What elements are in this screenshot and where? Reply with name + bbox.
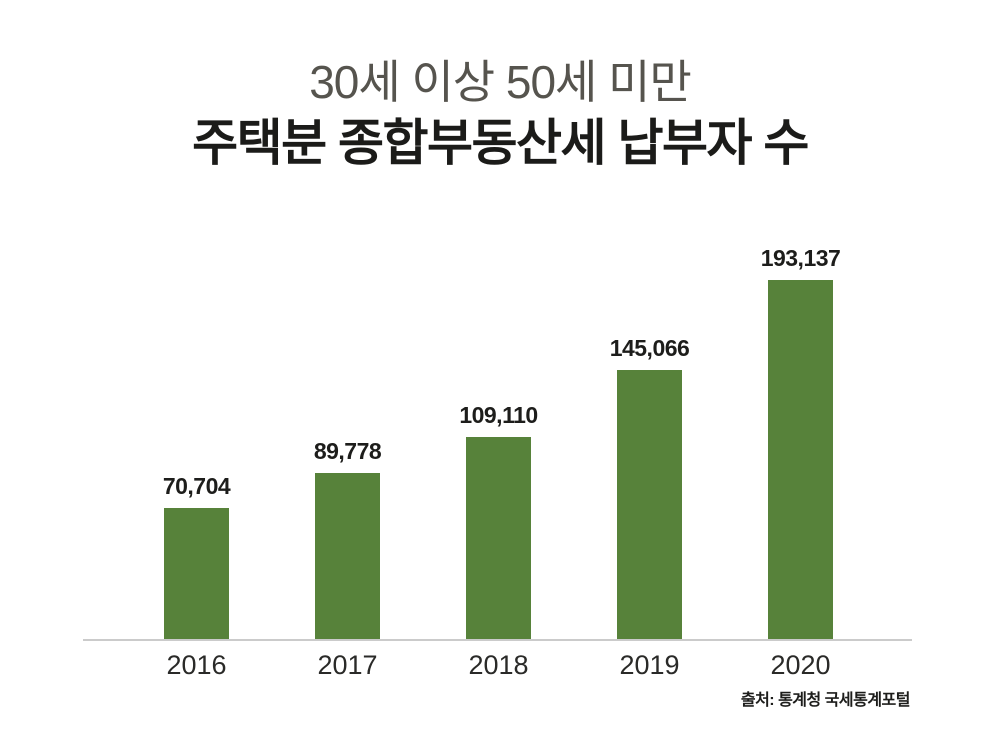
chart-subtitle: 30세 이상 50세 미만 [309,56,692,108]
bar-value-label: 193,137 [760,245,841,271]
bar-group-2019: 145,066 [610,335,690,640]
bar-value-label: 145,066 [609,335,690,361]
x-tick-2018: 2018 [468,650,529,680]
bar-2020 [768,280,833,640]
bar-2017 [315,473,380,640]
x-axis-line [83,639,912,641]
x-tick-2019: 2019 [619,650,680,680]
x-tick-2016: 2016 [166,650,227,680]
bar-group-2016: 70,704 [162,473,231,640]
bar-group-2020: 193,137 [761,245,841,640]
bar-value-label: 89,778 [313,438,382,464]
bar-value-label: 109,110 [459,402,538,428]
bar-2019 [617,370,682,640]
bar-2016 [164,508,229,640]
source-caption: 출처: 통계청 국세통계포털 [740,692,911,709]
bar-2018 [466,437,531,640]
x-tick-2020: 2020 [770,650,831,680]
chart-title-block: 30세 이상 50세 미만 주택분 종합부동산세 납부자 수 [0,56,1000,171]
bar-value-label: 70,704 [162,473,231,499]
x-tick-2017: 2017 [317,650,378,680]
bar-group-2018: 109,110 [459,402,538,640]
chart-title: 주택분 종합부동산세 납부자 수 [192,114,809,171]
bar-group-2017: 89,778 [313,438,382,640]
